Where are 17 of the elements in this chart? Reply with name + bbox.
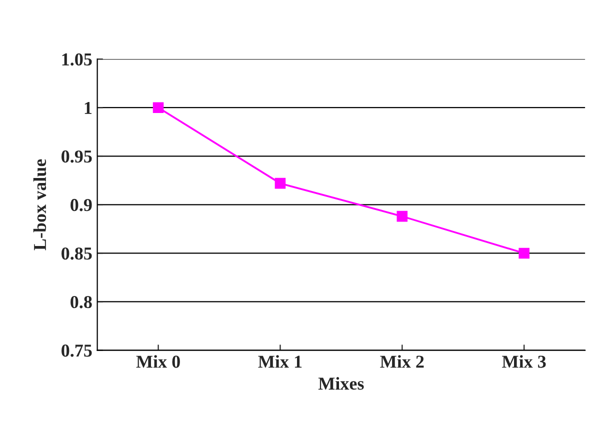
x-axis-title: Mixes bbox=[318, 377, 364, 390]
y-tick-label: 0.95 bbox=[62, 150, 92, 163]
point bbox=[274, 178, 286, 189]
y-tick-label: 0.85 bbox=[62, 247, 92, 260]
point bbox=[152, 102, 164, 113]
y-tick-label: 0.8 bbox=[70, 296, 92, 308]
y-tick-label: 1 bbox=[84, 102, 92, 114]
y-tick-label: 1.05 bbox=[62, 53, 92, 66]
y-tick-label: 0.75 bbox=[62, 344, 92, 357]
x-tick-label: Mix 3 bbox=[502, 355, 546, 368]
x-tick-label: Mix 2 bbox=[380, 355, 424, 368]
x-tick-label: Mix 1 bbox=[258, 355, 302, 368]
point bbox=[518, 248, 530, 259]
y-axis-title: L-box value bbox=[33, 159, 46, 250]
point bbox=[396, 210, 408, 222]
y-tick-label: 0.9 bbox=[70, 198, 92, 212]
x-tick-label: Mix 0 bbox=[136, 355, 180, 368]
